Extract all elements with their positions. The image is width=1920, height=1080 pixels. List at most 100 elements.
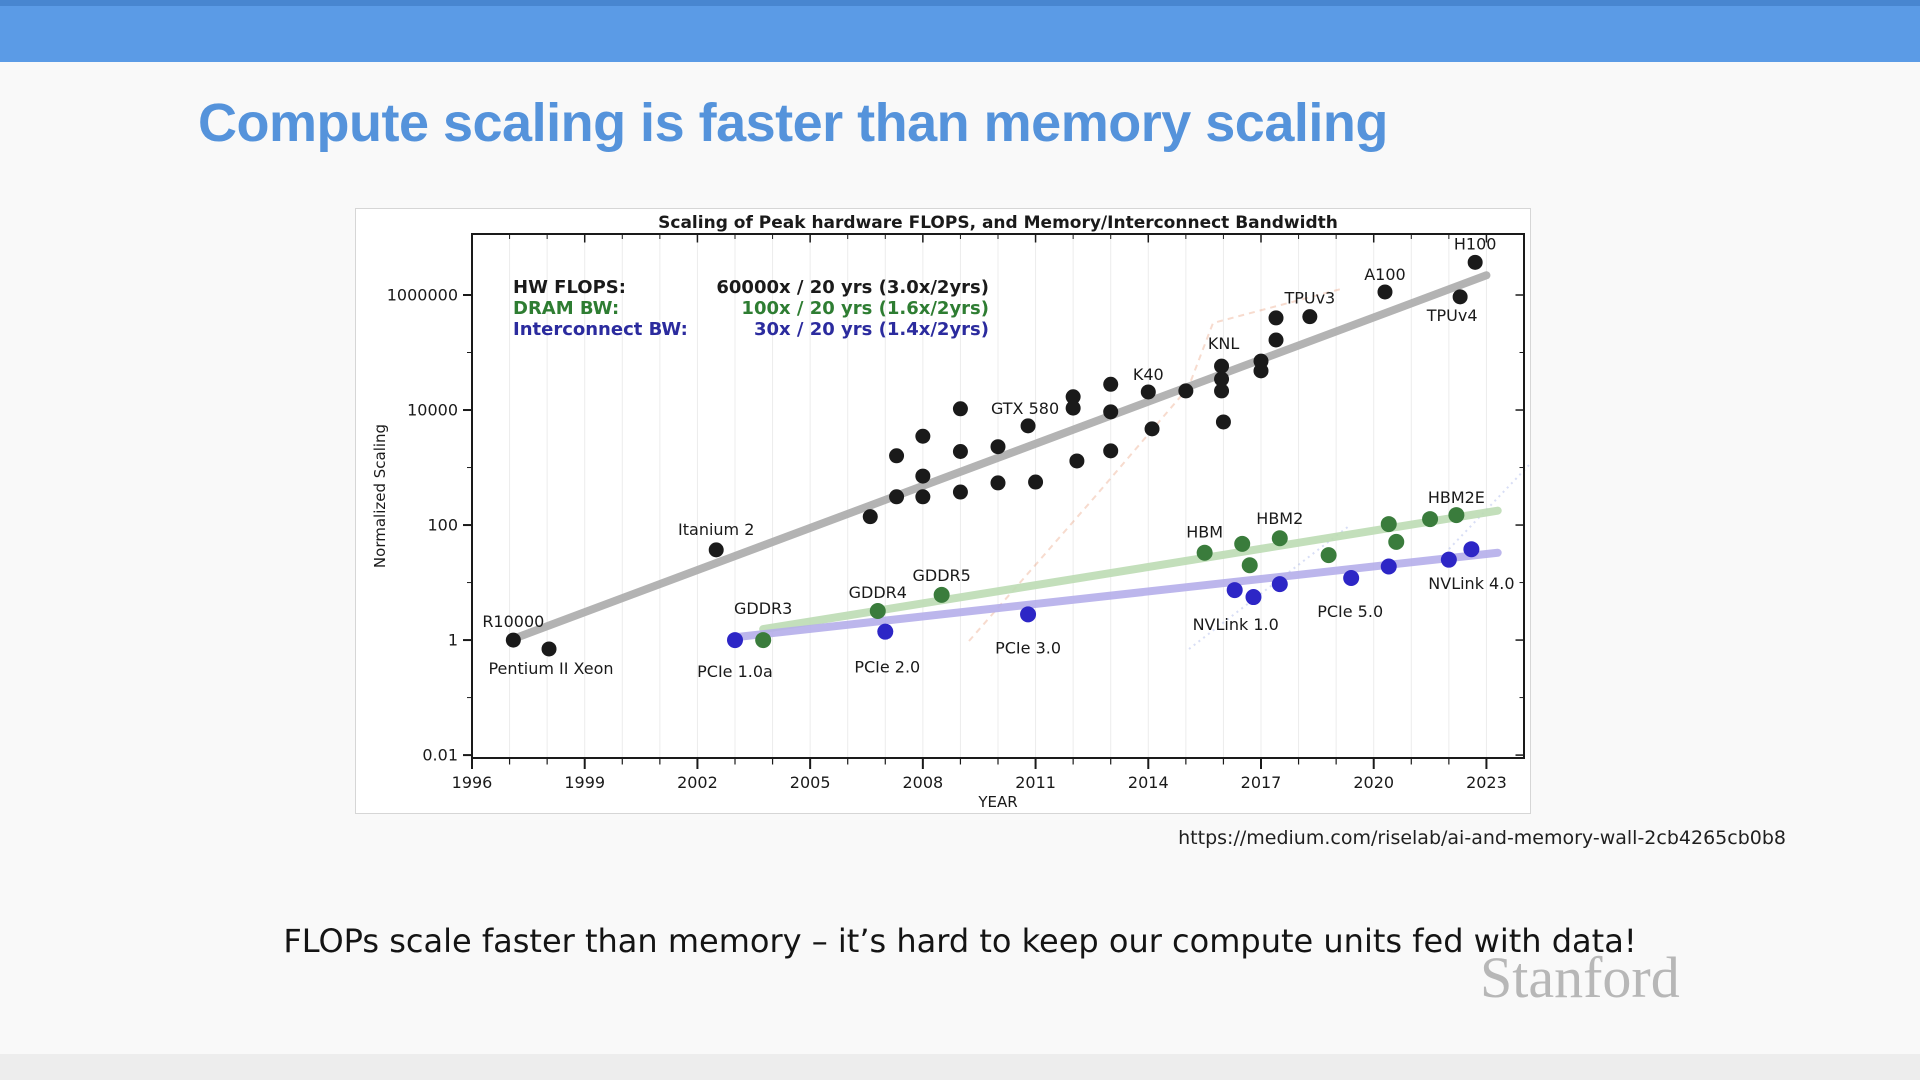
point-hw-flops [952, 444, 968, 460]
point-pcie-1-0a [727, 632, 743, 649]
label-gddr5: GDDR5 [912, 566, 970, 585]
point-hw-flops [1214, 383, 1230, 399]
x-tick-label: 1996 [452, 773, 493, 792]
label-h100: H100 [1454, 234, 1497, 253]
x-tick-label: 2023 [1466, 773, 1507, 792]
faint-artifact-line [1186, 288, 1342, 392]
label-gddr4: GDDR4 [849, 583, 907, 602]
legend-value-2: 30x / 20 yrs (1.4x/2yrs) [754, 319, 989, 340]
point-hbm2 [1271, 530, 1288, 547]
label-tpuv3: TPUv3 [1283, 289, 1335, 308]
x-tick-label: 2008 [902, 773, 943, 792]
point-k40 [1140, 384, 1156, 400]
x-tick-label: 2005 [790, 773, 831, 792]
point-hw-flops [990, 439, 1006, 455]
point-hw-flops [1028, 474, 1044, 490]
label-knl: KNL [1208, 334, 1239, 353]
stanford-watermark: Stanford [1480, 945, 1680, 1010]
point-pcie-2-0 [877, 623, 894, 640]
label-gtx-580: GTX 580 [991, 399, 1059, 418]
point-nvlink-1-0 [1226, 582, 1243, 599]
label-pcie-5-0: PCIe 5.0 [1317, 602, 1383, 621]
point-hw-flops [889, 489, 905, 505]
point-hw-flops [1065, 389, 1081, 405]
point-hw-flops [952, 484, 968, 500]
legend-name-1: DRAM BW: [513, 298, 619, 319]
source-url: https://medium.com/riselab/ai-and-memory… [1178, 827, 1786, 849]
trend-line-hw-flops [509, 271, 1491, 643]
label-hbm2e: HBM2E [1428, 488, 1485, 507]
label-gddr3: GDDR3 [734, 599, 792, 618]
label-itanium-2: Itanium 2 [678, 520, 754, 539]
faint-artifact-line [968, 388, 1188, 642]
point-hw-flops [1144, 421, 1160, 437]
y-axis-label: Normalized Scaling [371, 424, 389, 568]
label-hbm: HBM [1186, 523, 1223, 542]
point-interconnect-bw [1380, 558, 1397, 575]
point-hw-flops [862, 509, 878, 525]
x-tick-label: 2011 [1015, 773, 1056, 792]
point-hw-flops [952, 401, 968, 417]
point-gddr4 [869, 603, 886, 620]
point-a100 [1377, 284, 1393, 300]
point-hw-flops [1103, 443, 1119, 459]
y-tick-label: 1000000 [387, 286, 458, 305]
point-hbm2e [1448, 507, 1465, 524]
top-accent-bar-edge [0, 0, 1920, 6]
point-hw-flops [1268, 332, 1284, 348]
x-tick-label: 2017 [1241, 773, 1282, 792]
point-hw-flops [1069, 453, 1085, 469]
y-tick-label: 1 [448, 631, 458, 650]
slide-title: Compute scaling is faster than memory sc… [198, 93, 1388, 153]
point-hw-flops [915, 489, 931, 505]
point-dram-bw [1320, 547, 1337, 564]
point-hw-flops [915, 468, 931, 484]
label-tpuv4: TPUv4 [1426, 306, 1478, 325]
point-pcie-3-0 [1020, 606, 1037, 623]
point-hw-flops [1253, 363, 1269, 379]
point-nvlink-4-0 [1463, 541, 1480, 558]
x-tick-label: 2014 [1128, 773, 1169, 792]
point-pcie-5-0 [1343, 570, 1360, 587]
point-hbm [1196, 544, 1213, 561]
point-gtx-580 [1065, 400, 1081, 416]
point-hw-flops [1103, 376, 1119, 392]
legend-value-0: 60000x / 20 yrs (3.0x/2yrs) [716, 277, 989, 298]
point-h100 [1467, 254, 1483, 270]
faint-artifact-line [1448, 462, 1532, 550]
y-tick-label: 0.01 [422, 746, 458, 765]
point-dram-bw [1234, 535, 1251, 552]
point-itanium-2 [708, 542, 724, 558]
label-nvlink-1-0: NVLink 1.0 [1193, 615, 1279, 634]
point-dram-bw [1241, 557, 1258, 574]
point-interconnect-bw [1271, 576, 1288, 593]
point-gddr5 [933, 586, 950, 603]
trend-line-interconnect-bw [731, 548, 1502, 642]
label-k40: K40 [1133, 365, 1164, 384]
point-hw-flops [1268, 310, 1284, 326]
label-pcie-3-0: PCIe 3.0 [995, 638, 1061, 657]
label-nvlink-4-0: NVLink 4.0 [1428, 574, 1514, 593]
label-a100: A100 [1364, 265, 1405, 284]
chart-panel: R10000 Pentium II Xeon Itanium 2 GTX 580 K40… [355, 208, 1532, 814]
x-tick-label: 1999 [564, 773, 605, 792]
legend-value-1: 100x / 20 yrs (1.6x/2yrs) [741, 298, 989, 319]
chart-title: Scaling of Peak hardware FLOPS, and Memo… [658, 213, 1338, 233]
label-hbm2: HBM2 [1256, 509, 1303, 528]
point-hw-flops [1178, 383, 1194, 399]
point-interconnect-bw [1245, 589, 1262, 606]
point-tpuv4 [1452, 289, 1468, 305]
x-axis-label: YEAR [977, 793, 1017, 811]
point-r10000 [505, 632, 521, 648]
point-hw-flops [1215, 414, 1231, 430]
label-pcie-2-0: PCIe 2.0 [854, 658, 920, 677]
point-knl [1214, 358, 1230, 374]
label-r10000: R10000 [482, 612, 544, 631]
point-hw-flops [915, 428, 931, 444]
faint-artifact-line [1188, 525, 1350, 650]
point-dram-bw [1422, 511, 1439, 528]
top-accent-bar [0, 0, 1920, 62]
legend-name-2: Interconnect BW: [513, 319, 688, 340]
label-pcie-1-0a: PCIe 1.0a [697, 662, 773, 681]
point-hw-flops [990, 475, 1006, 491]
